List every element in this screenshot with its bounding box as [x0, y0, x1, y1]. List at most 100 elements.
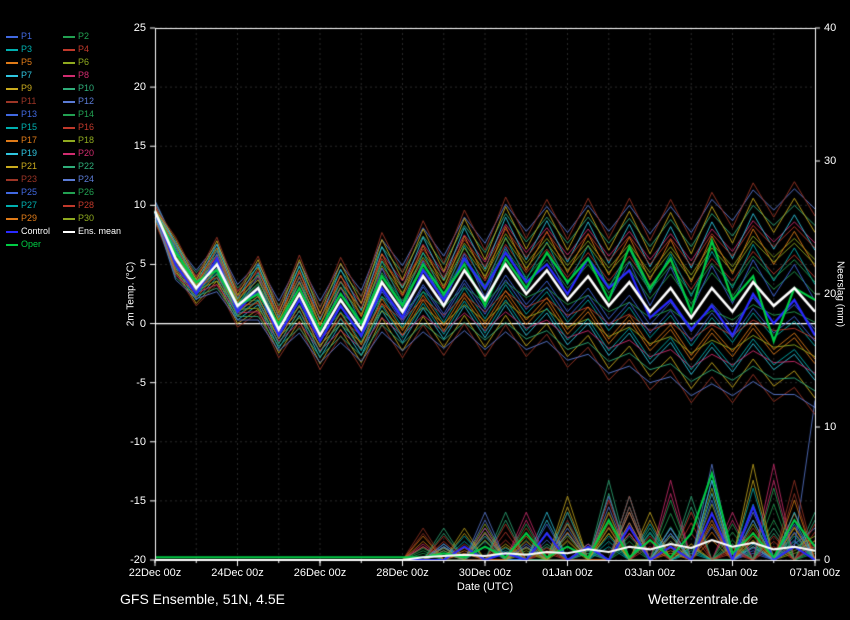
legend-label: P21 [21, 161, 37, 172]
legend-label: P23 [21, 174, 37, 185]
legend-swatch [6, 36, 18, 38]
legend-label: P10 [78, 83, 94, 94]
x-tick-label: 26Dec 00z [294, 567, 347, 579]
legend-item-p27: P27 [6, 200, 63, 211]
x-tick-label: 24Dec 00z [211, 567, 264, 579]
legend-item-p20: P20 [63, 148, 120, 159]
legend-swatch [6, 244, 18, 246]
legend-swatch [63, 166, 75, 168]
legend-item-p5: P5 [6, 57, 63, 68]
legend-label: P7 [21, 70, 32, 81]
y-left-tick-label: -10 [130, 436, 146, 448]
y-axis-right-label: Neerslag (mm) [835, 261, 846, 327]
legend-swatch [6, 192, 18, 194]
legend-label: P15 [21, 122, 37, 133]
legend-swatch [63, 75, 75, 77]
legend-swatch [63, 140, 75, 142]
x-tick-label: 28Dec 00z [376, 567, 429, 579]
legend-item-oper: Oper [6, 239, 63, 250]
legend-item-p29: P29 [6, 213, 63, 224]
legend-item-p2: P2 [63, 31, 120, 42]
legend-label: P19 [21, 148, 37, 159]
legend-item-p9: P9 [6, 83, 63, 94]
legend-swatch [6, 231, 18, 233]
legend-swatch [63, 205, 75, 207]
legend-label: P24 [78, 174, 94, 185]
legend-item-p19: P19 [6, 148, 63, 159]
legend-label: P27 [21, 200, 37, 211]
legend-item-p8: P8 [63, 70, 120, 81]
legend: P1 P2 P3 P4 P5P6 P7 P8 P9 P10 P11 P12 P13 P14 P15 P16 P… [6, 31, 120, 250]
legend-swatch [63, 62, 75, 64]
y-left-tick-label: -20 [130, 554, 146, 566]
y-left-tick-label: 20 [134, 81, 146, 93]
legend-item-p12: P12 [63, 96, 120, 107]
legend-label: P30 [78, 213, 94, 224]
legend-swatch [63, 49, 75, 51]
legend-label: Control [21, 226, 50, 237]
footer-model-info: GFS Ensemble, 51N, 4.5E [120, 591, 285, 607]
legend-item-p13: P13 [6, 109, 63, 120]
x-tick-label: 30Dec 00z [459, 567, 512, 579]
legend-item-p28: P28 [63, 200, 120, 211]
legend-label: P8 [78, 70, 89, 81]
legend-label: P14 [78, 109, 94, 120]
y-left-tick-label: 5 [140, 258, 146, 270]
legend-swatch [6, 75, 18, 77]
legend-item-p6: P6 [63, 57, 120, 68]
legend-swatch [63, 153, 75, 155]
y-right-tick-label: 30 [824, 155, 836, 167]
legend-label: P25 [21, 187, 37, 198]
y-right-tick-label: 0 [824, 554, 830, 566]
legend-item-p11: P11 [6, 96, 63, 107]
legend-item-p7: P7 [6, 70, 63, 81]
legend-item-control: Control [6, 226, 63, 237]
legend-label: P1 [21, 31, 32, 42]
legend-label: P3 [21, 44, 32, 55]
legend-label: P22 [78, 161, 94, 172]
legend-swatch [63, 88, 75, 90]
legend-item-p4: P4 [63, 44, 120, 55]
legend-item-p10: P10 [63, 83, 120, 94]
legend-swatch [63, 231, 75, 233]
legend-label: P28 [78, 200, 94, 211]
legend-item-p25: P25 [6, 187, 63, 198]
x-axis-label: Date (UTC) [457, 581, 513, 593]
legend-label: P12 [78, 96, 94, 107]
legend-item-p26: P26 [63, 187, 120, 198]
legend-label: P11 [21, 96, 36, 107]
legend-item-p21: P21 [6, 161, 63, 172]
legend-swatch [6, 205, 18, 207]
legend-label: P20 [78, 148, 94, 159]
legend-swatch [6, 179, 18, 181]
legend-swatch [63, 101, 75, 103]
legend-swatch [63, 36, 75, 38]
legend-label: P26 [78, 187, 94, 198]
footer-site-name: Wetterzentrale.de [648, 591, 758, 607]
legend-swatch [6, 140, 18, 142]
legend-label: Ens. mean [78, 226, 121, 237]
legend-swatch [6, 101, 18, 103]
legend-item-p30: P30 [63, 213, 120, 224]
y-left-tick-label: 15 [134, 140, 146, 152]
legend-swatch [6, 114, 18, 116]
legend-swatch [6, 88, 18, 90]
legend-swatch [6, 127, 18, 129]
x-tick-label: 05Jan 00z [707, 567, 758, 579]
legend-item-p1: P1 [6, 31, 63, 42]
legend-label: P16 [78, 122, 94, 133]
legend-swatch [6, 62, 18, 64]
legend-item-p14: P14 [63, 109, 120, 120]
x-tick-label: 07Jan 00z [790, 567, 841, 579]
legend-swatch [6, 166, 18, 168]
y-left-tick-label: -5 [136, 377, 146, 389]
legend-label: P2 [78, 31, 89, 42]
legend-swatch [6, 49, 18, 51]
y-right-tick-label: 40 [824, 22, 836, 34]
legend-swatch [63, 127, 75, 129]
legend-label: P4 [78, 44, 89, 55]
y-left-tick-label: 0 [140, 318, 146, 330]
legend-label: Oper [21, 239, 41, 250]
legend-swatch [6, 153, 18, 155]
legend-item-p18: P18 [63, 135, 120, 146]
